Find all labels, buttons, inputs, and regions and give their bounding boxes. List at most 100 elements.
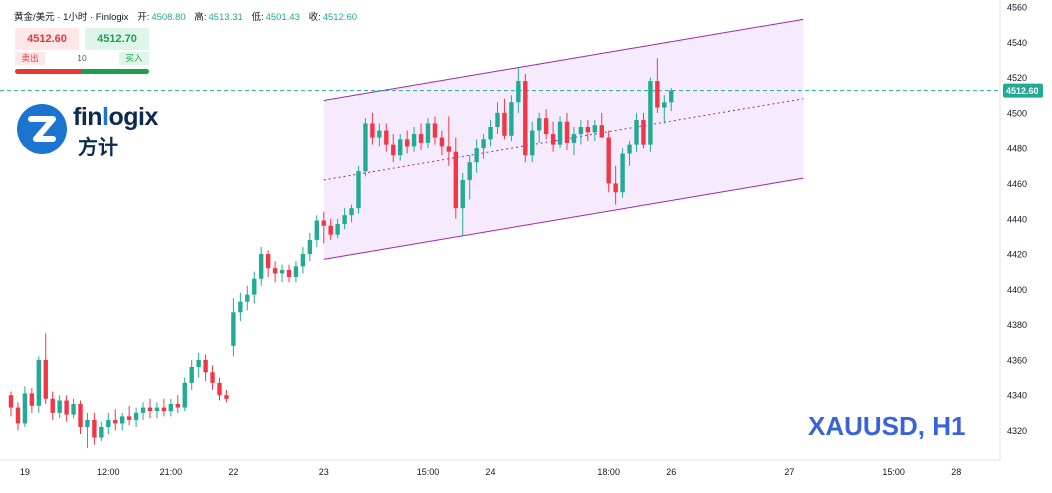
candle-body (509, 102, 514, 136)
y-tick-label: 4320 (1007, 426, 1027, 436)
candle (627, 141, 632, 166)
x-tick-label: 28 (951, 467, 961, 477)
candle-body (648, 81, 653, 145)
symbol-header: 黄金/美元 · 1小时 · Finlogix 开: 4508.80 高: 4513.… (14, 9, 357, 23)
candle (377, 123, 382, 147)
logo-ogix: ogix (108, 103, 159, 131)
candle (370, 112, 375, 145)
candle-body (523, 81, 528, 156)
candle (543, 109, 549, 140)
open-value: 4508.80 (151, 12, 186, 23)
candle (161, 398, 167, 417)
candle (592, 119, 597, 142)
candle-body (613, 183, 618, 193)
candle (22, 386, 28, 427)
candle-body (307, 239, 313, 255)
high-value: 4513.31 (208, 12, 243, 23)
candle (231, 298, 236, 357)
candle (196, 352, 201, 378)
candle (363, 118, 368, 177)
logo-fin: fin (73, 103, 103, 131)
candle (126, 405, 132, 426)
channel-fill (323, 19, 804, 260)
x-tick-label: 15:00 (882, 467, 905, 477)
candle (78, 400, 83, 435)
y-tick-label: 4420 (1007, 250, 1027, 260)
candle-body (516, 81, 521, 103)
candle-body (460, 179, 465, 209)
candle-body (265, 254, 271, 269)
buy-price-button[interactable]: 4512.70 (85, 28, 149, 50)
candle (398, 134, 403, 161)
sell-button[interactable]: 卖出 (15, 52, 45, 65)
candle-body (279, 269, 285, 274)
candle (154, 402, 160, 419)
candle (613, 165, 618, 205)
candle (314, 215, 319, 247)
candle (335, 218, 340, 239)
candle (564, 112, 570, 150)
candle-body (411, 134, 417, 147)
y-tick-label: 4400 (1007, 285, 1027, 295)
candle (418, 123, 424, 150)
candle-body (599, 125, 604, 138)
sell-bar (15, 69, 82, 74)
candle-body (168, 404, 174, 412)
x-tick-label: 12:00 (97, 467, 120, 477)
candle (342, 208, 347, 230)
y-tick-label: 4440 (1007, 214, 1027, 224)
candle-body (43, 359, 48, 399)
candle (57, 395, 62, 419)
x-tick-label: 26 (666, 467, 676, 477)
candle-body (404, 139, 410, 147)
candle-body (300, 254, 306, 267)
candle (446, 116, 452, 166)
candle (606, 130, 611, 193)
channel-upper-line (323, 18, 804, 102)
candle-body (481, 139, 486, 149)
candle-body (245, 294, 250, 302)
candle (620, 148, 625, 198)
candle (599, 112, 604, 138)
candle (425, 118, 431, 149)
sell-price-button[interactable]: 4512.60 (15, 28, 79, 50)
candle-body (377, 130, 382, 138)
candle-body (85, 419, 90, 427)
candle (224, 389, 229, 403)
candle-body (495, 112, 500, 127)
candle-body (425, 123, 431, 143)
candle-body (259, 254, 264, 279)
candle (265, 250, 271, 277)
candle-body (543, 118, 549, 135)
candle (113, 409, 118, 431)
x-tick-label: 24 (486, 467, 496, 477)
candle (391, 134, 396, 163)
candle-body (453, 151, 458, 209)
candle-body (557, 121, 563, 145)
buy-button[interactable]: 买入 (119, 52, 149, 65)
candle (71, 398, 76, 419)
candle-body (418, 134, 424, 143)
candle-body (113, 419, 118, 424)
candle (64, 395, 69, 422)
candle-body (133, 412, 139, 420)
candle (585, 119, 591, 142)
y-tick-label: 4380 (1007, 320, 1027, 330)
candle-body (99, 426, 104, 438)
candle-body (22, 393, 28, 424)
quantity-input[interactable]: 10 (77, 53, 87, 63)
candle-body (439, 137, 445, 147)
candle (106, 412, 111, 435)
candle (36, 356, 41, 413)
candle (509, 95, 514, 142)
candle (147, 398, 153, 419)
y-tick-label: 4360 (1007, 355, 1027, 365)
candle (655, 58, 660, 113)
candle-body (224, 395, 229, 399)
x-tick-label: 15:00 (417, 467, 440, 477)
candle (495, 102, 500, 135)
candle (85, 412, 90, 449)
x-tick-label: 22 (228, 467, 238, 477)
